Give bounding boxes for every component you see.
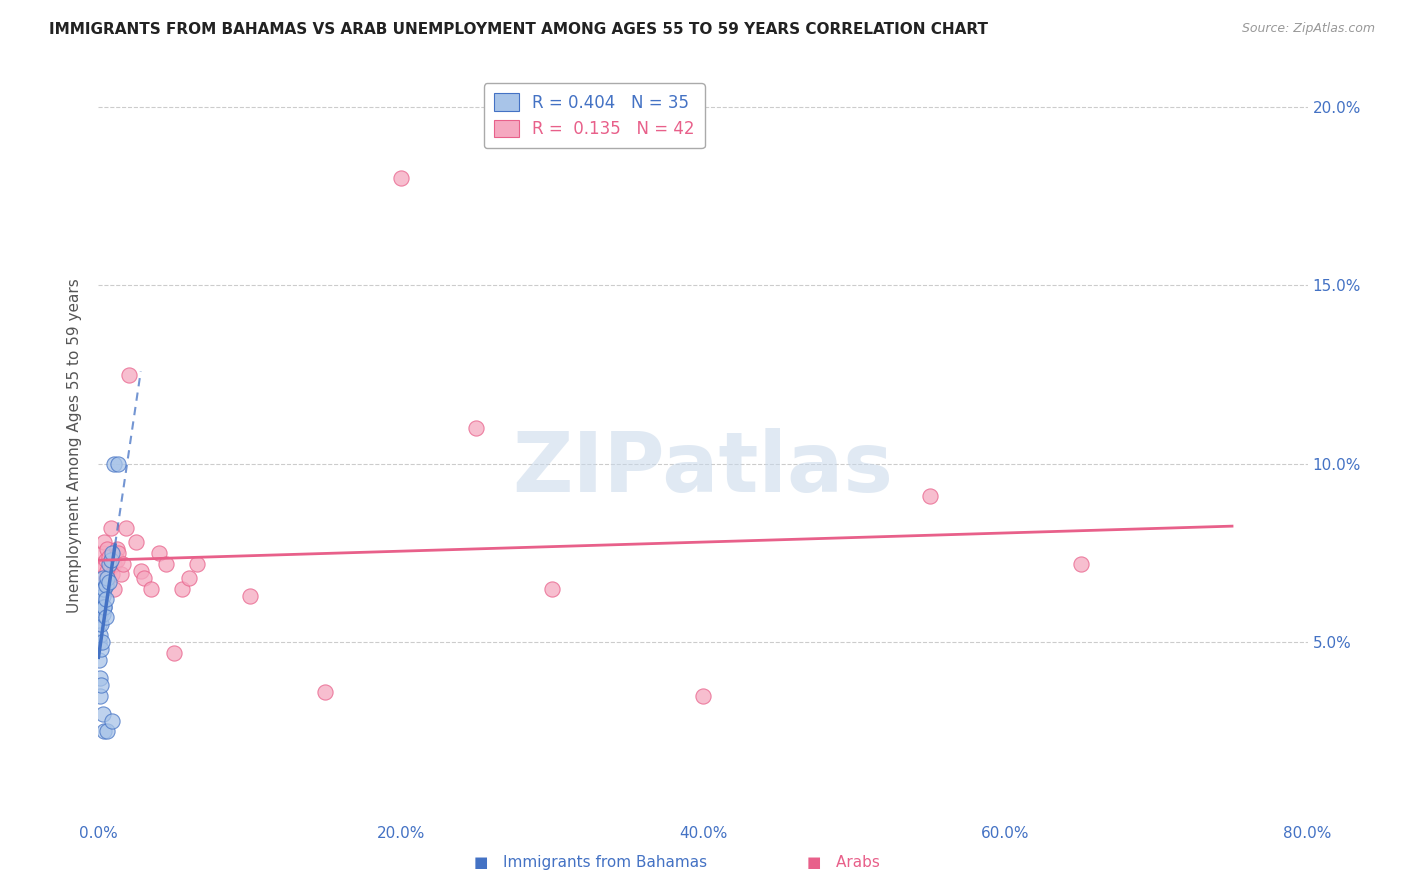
Point bbox=[93, 535, 115, 549]
Y-axis label: Unemployment Among Ages 55 to 59 years: Unemployment Among Ages 55 to 59 years bbox=[67, 278, 83, 614]
Point bbox=[93, 724, 115, 739]
Point bbox=[91, 706, 114, 721]
Point bbox=[163, 646, 186, 660]
Point bbox=[101, 567, 124, 582]
Text: IMMIGRANTS FROM BAHAMAS VS ARAB UNEMPLOYMENT AMONG AGES 55 TO 59 YEARS CORRELATI: IMMIGRANTS FROM BAHAMAS VS ARAB UNEMPLOY… bbox=[49, 22, 988, 37]
Point bbox=[91, 571, 114, 585]
Point bbox=[186, 557, 208, 571]
Point bbox=[141, 582, 163, 596]
Point bbox=[155, 557, 177, 571]
Point bbox=[91, 546, 114, 560]
Point bbox=[110, 567, 132, 582]
Point bbox=[100, 521, 122, 535]
Point bbox=[94, 571, 117, 585]
Point bbox=[87, 617, 110, 632]
Point bbox=[89, 635, 111, 649]
Point bbox=[94, 610, 117, 624]
Text: ■   Arabs: ■ Arabs bbox=[807, 855, 880, 870]
Text: Source: ZipAtlas.com: Source: ZipAtlas.com bbox=[1241, 22, 1375, 36]
Point bbox=[125, 535, 148, 549]
Point bbox=[132, 571, 155, 585]
Point bbox=[89, 628, 111, 642]
Text: ZIPatlas: ZIPatlas bbox=[513, 428, 893, 509]
Point bbox=[100, 553, 122, 567]
Point bbox=[90, 599, 112, 614]
Point bbox=[107, 457, 129, 471]
Point bbox=[89, 592, 111, 607]
Point bbox=[540, 582, 562, 596]
Point bbox=[90, 599, 112, 614]
Point bbox=[91, 589, 114, 603]
Point bbox=[93, 599, 115, 614]
Point bbox=[91, 635, 114, 649]
Point bbox=[105, 542, 128, 557]
Point bbox=[90, 582, 112, 596]
Point bbox=[93, 599, 115, 614]
Point bbox=[239, 589, 262, 603]
Point bbox=[111, 557, 134, 571]
Point bbox=[179, 571, 201, 585]
Point bbox=[101, 714, 124, 728]
Point bbox=[94, 553, 117, 567]
Point bbox=[103, 582, 125, 596]
Point bbox=[170, 582, 193, 596]
Point bbox=[129, 564, 152, 578]
Point bbox=[314, 685, 336, 699]
Point bbox=[96, 542, 118, 557]
Point bbox=[89, 653, 111, 667]
Point bbox=[100, 560, 122, 574]
Point bbox=[91, 582, 114, 596]
Point bbox=[918, 489, 941, 503]
Point bbox=[103, 557, 125, 571]
Point bbox=[90, 617, 112, 632]
Point bbox=[93, 582, 115, 596]
Point bbox=[389, 171, 412, 186]
Point bbox=[692, 689, 714, 703]
Point bbox=[89, 689, 111, 703]
Point bbox=[93, 560, 115, 574]
Point bbox=[96, 724, 118, 739]
Point bbox=[94, 578, 117, 592]
Text: ■   Immigrants from Bahamas: ■ Immigrants from Bahamas bbox=[474, 855, 707, 870]
Point bbox=[89, 607, 111, 621]
Point bbox=[148, 546, 170, 560]
Point bbox=[94, 592, 117, 607]
Point bbox=[465, 421, 488, 435]
Point bbox=[89, 671, 111, 685]
Point bbox=[1070, 557, 1092, 571]
Point bbox=[103, 457, 125, 471]
Point bbox=[89, 589, 111, 603]
Point bbox=[89, 607, 111, 621]
Point bbox=[114, 521, 136, 535]
Point bbox=[101, 546, 124, 560]
Point bbox=[107, 546, 129, 560]
Point bbox=[90, 557, 112, 571]
Point bbox=[90, 678, 112, 692]
Point bbox=[98, 549, 121, 564]
Point bbox=[98, 574, 121, 589]
Point bbox=[118, 368, 141, 382]
Point bbox=[98, 557, 121, 571]
Point bbox=[105, 553, 128, 567]
Point bbox=[96, 564, 118, 578]
Point bbox=[90, 642, 112, 657]
Point bbox=[96, 571, 118, 585]
Point bbox=[91, 607, 114, 621]
Legend: R = 0.404   N = 35, R =  0.135   N = 42: R = 0.404 N = 35, R = 0.135 N = 42 bbox=[484, 84, 704, 148]
